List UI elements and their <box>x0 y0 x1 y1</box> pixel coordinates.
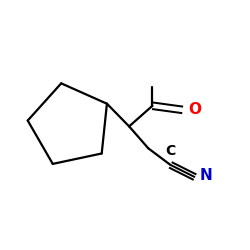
Text: O: O <box>189 102 202 118</box>
Text: C: C <box>165 144 175 158</box>
Text: N: N <box>200 168 213 183</box>
